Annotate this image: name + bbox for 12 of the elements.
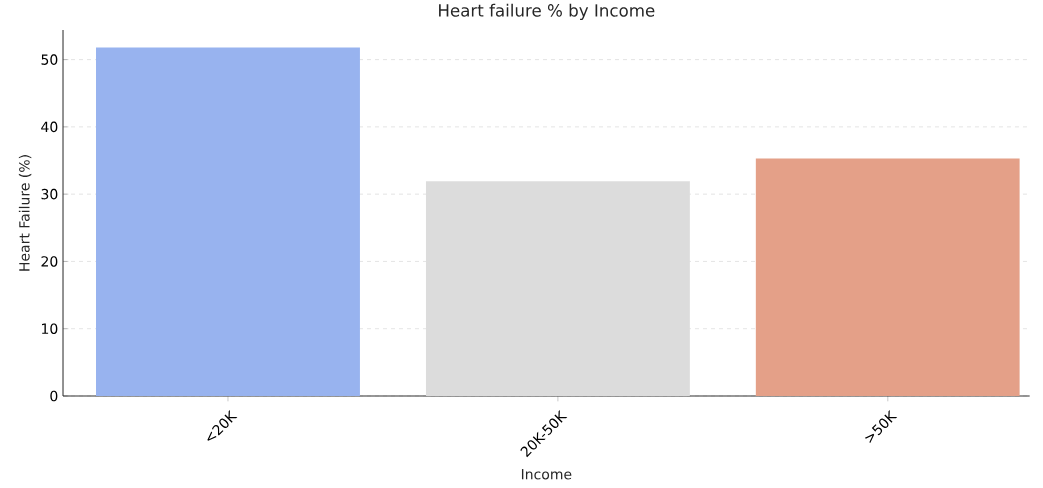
y-tick-label: 50 [41, 54, 58, 65]
bar [425, 181, 690, 396]
y-tick-label: 20 [41, 256, 58, 267]
y-tick-label: 30 [41, 188, 58, 200]
chart-title: Heart failure % by Income [439, 3, 655, 20]
x-axis-title: Income [521, 469, 572, 480]
y-tick-label: 10 [42, 323, 58, 334]
y-tick-label: 40 [41, 121, 58, 133]
bar [755, 158, 1020, 396]
bar [96, 47, 360, 396]
y-tick-label: 0 [50, 390, 58, 402]
y-axis-title: Heart Failure (%) [18, 155, 32, 271]
